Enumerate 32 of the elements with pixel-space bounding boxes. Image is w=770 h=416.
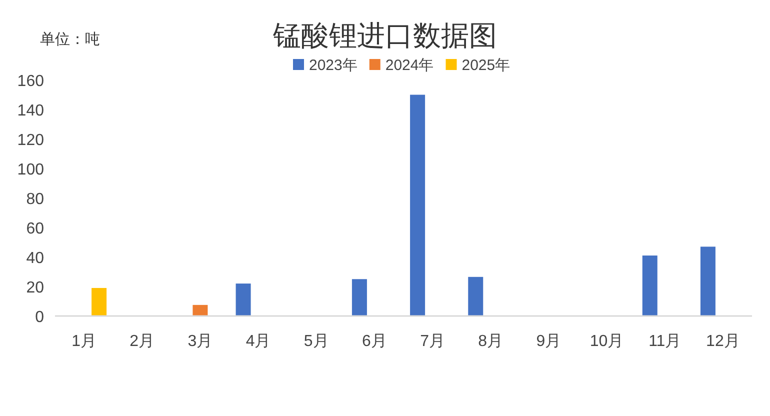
legend-label: 2023年 (309, 57, 358, 74)
x-tick-label: 7月 (420, 333, 445, 350)
bar (642, 256, 658, 316)
bar (352, 279, 367, 316)
x-tick-label: 5月 (304, 333, 329, 350)
y-tick-label: 120 (17, 132, 44, 149)
bar (236, 284, 251, 316)
bar (410, 94, 426, 316)
x-tick-label: 4月 (246, 333, 271, 350)
x-tick-label: 10月 (590, 333, 624, 350)
x-tick-label: 9月 (536, 333, 562, 350)
text: 单位：吨 (40, 31, 100, 48)
x-tick-label: 6月 (362, 333, 387, 350)
y-tick-label: 40 (26, 250, 44, 267)
chart-title: 锰酸锂进口数据图 (272, 21, 497, 52)
y-tick-label: 20 (26, 280, 44, 296)
x-tick-label: 1月 (72, 333, 96, 350)
bar (468, 276, 484, 316)
x-tick-label: 2月 (130, 333, 155, 350)
bar (700, 246, 716, 316)
x-tick-label: 12月 (706, 333, 740, 350)
y-tick-label: 100 (17, 162, 44, 178)
x-tick-label: 3月 (188, 333, 213, 350)
y-tick-label: 160 (17, 73, 44, 90)
legend-label: 2025年 (462, 57, 510, 74)
legend-label: 2024年 (385, 57, 434, 74)
y-tick-label: 60 (26, 220, 44, 238)
x-tick-label: 8月 (478, 333, 504, 350)
y-tick-label: 140 (17, 102, 44, 120)
x-tick-label: 11月 (648, 333, 682, 350)
y-tick-label: 80 (26, 191, 44, 208)
y-tick-label: 0 (35, 309, 44, 326)
